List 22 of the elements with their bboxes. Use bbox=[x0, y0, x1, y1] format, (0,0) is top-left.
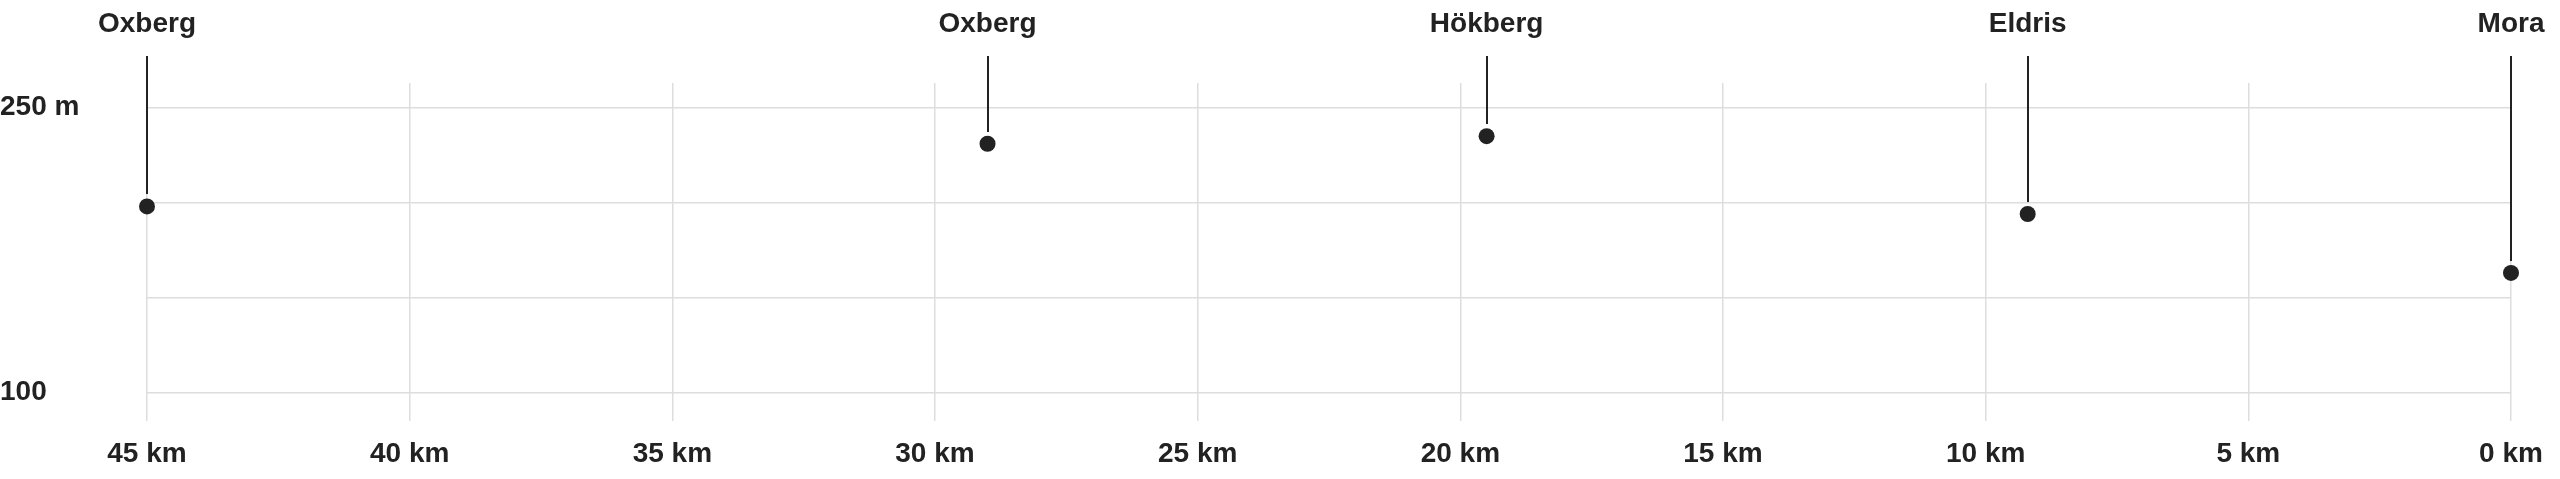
x-tick-label: 5 km bbox=[2216, 436, 2281, 468]
text: Eldris bbox=[1988, 6, 2067, 38]
point bbox=[1478, 128, 1495, 145]
point bbox=[979, 135, 996, 152]
text: Hökberg bbox=[1429, 6, 1544, 38]
x-tick-label: 40 km bbox=[369, 436, 450, 468]
y-tick-label: 250 m bbox=[0, 90, 80, 122]
x-tick-label: 20 km bbox=[1420, 436, 1501, 468]
point bbox=[2019, 206, 2036, 223]
x-tick-label: 25 km bbox=[1157, 436, 1238, 468]
x-tick-label: 35 km bbox=[632, 436, 713, 468]
x-tick-label: 45 km bbox=[107, 436, 187, 468]
x-tick-label: 10 km bbox=[1945, 436, 2026, 468]
text: Oxberg bbox=[97, 6, 197, 38]
y-tick-label: 100 bbox=[0, 375, 47, 407]
x-tick-label: 0 km bbox=[2479, 436, 2543, 468]
text: Oxberg bbox=[938, 6, 1037, 38]
text: Mora bbox=[2477, 6, 2545, 38]
x-tick-label: 30 km bbox=[895, 436, 975, 468]
x-tick-label: 15 km bbox=[1683, 436, 1763, 468]
point bbox=[139, 198, 155, 215]
point bbox=[2503, 264, 2519, 281]
